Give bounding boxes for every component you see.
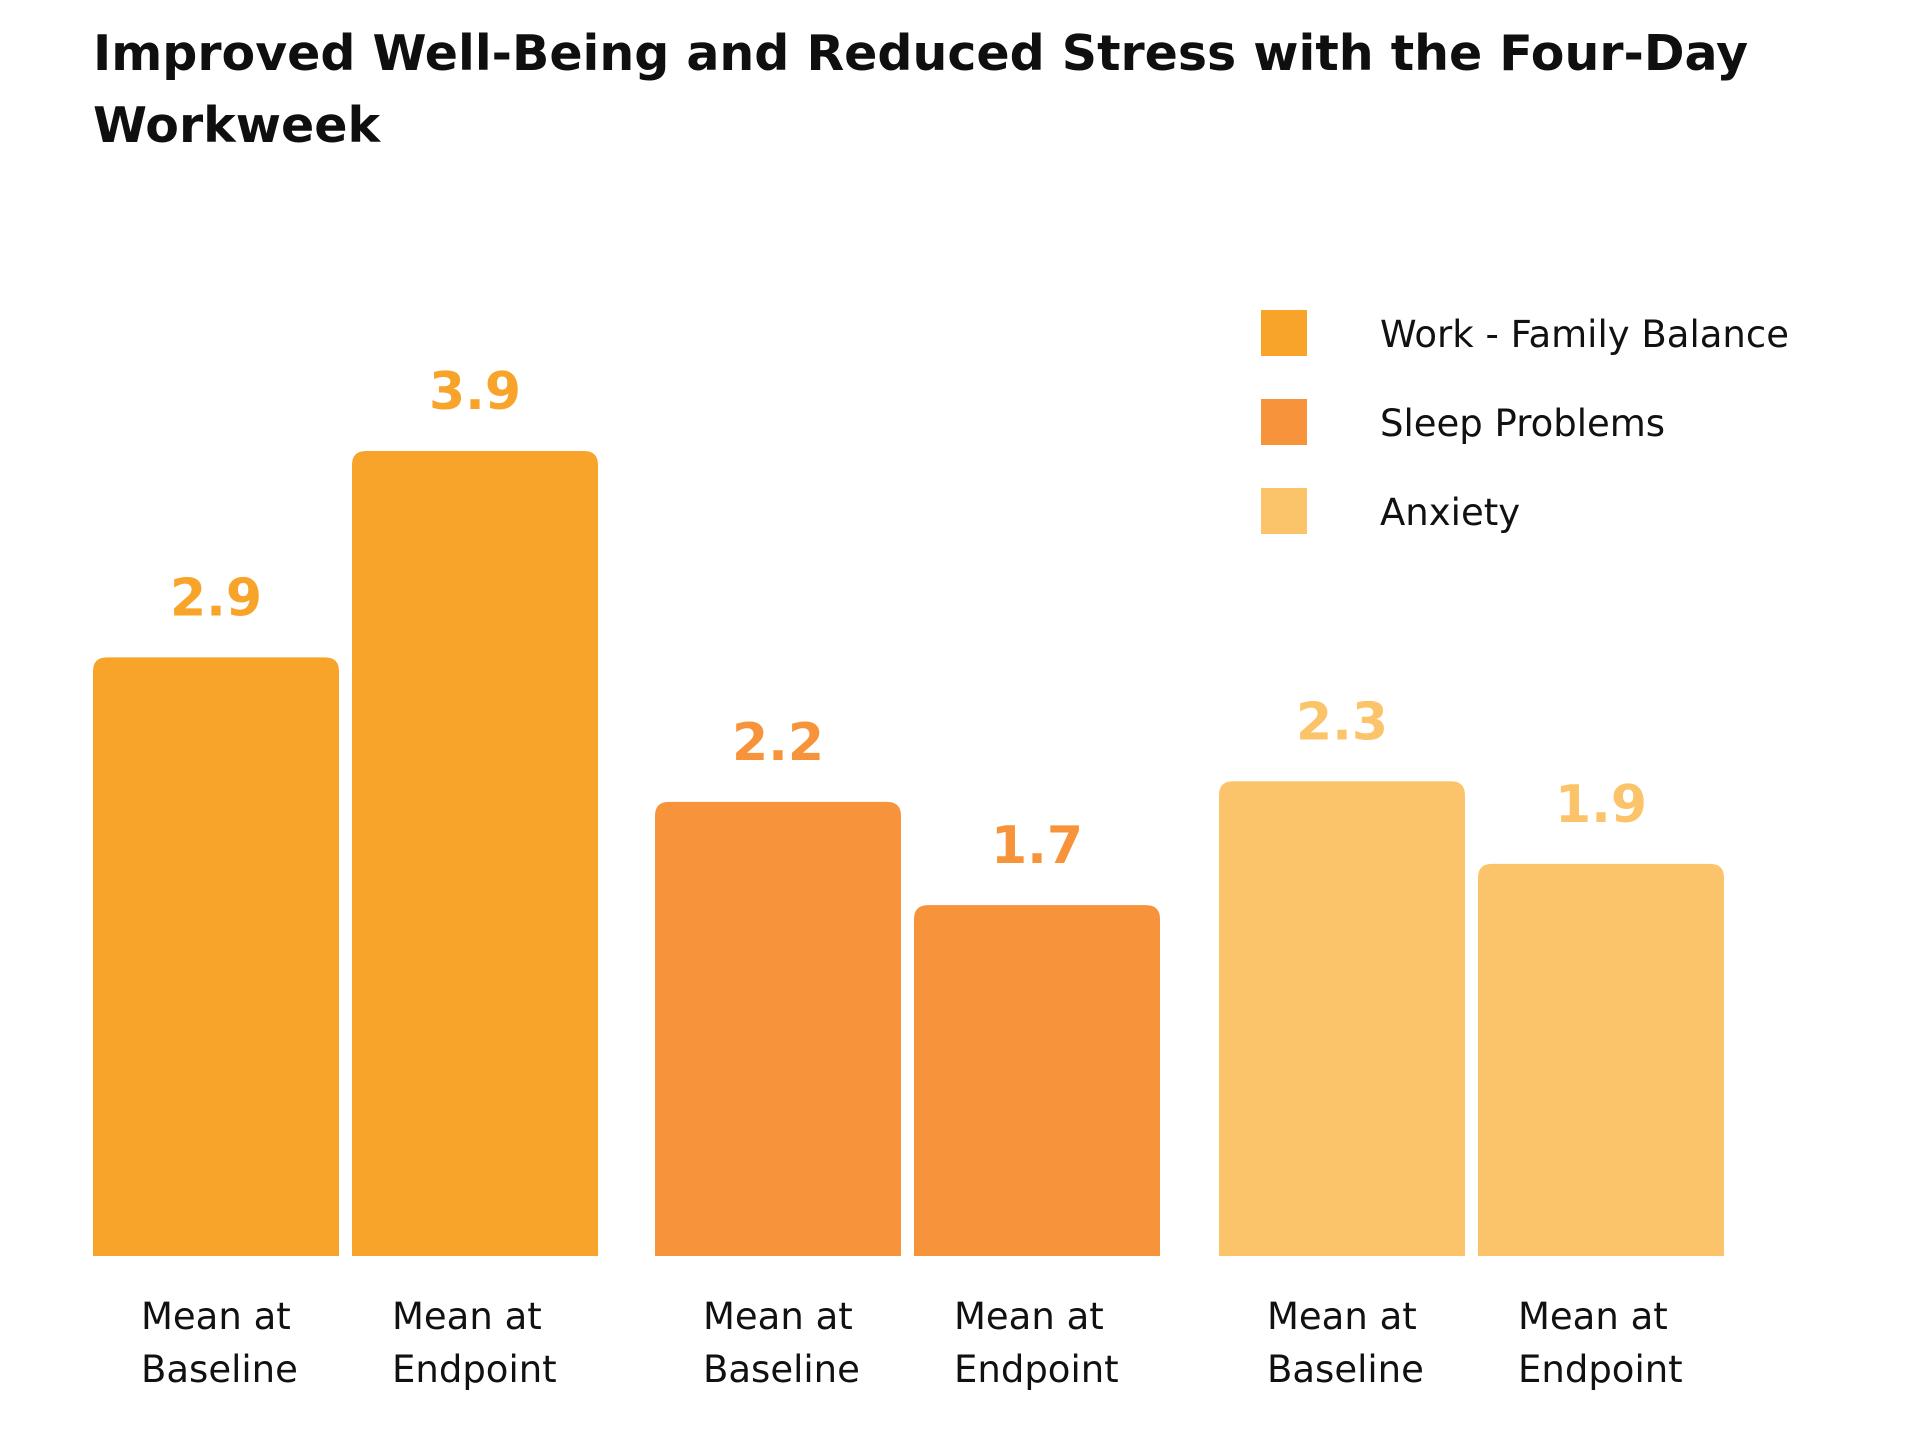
bar-sleep-problems-mean-at-baseline [655,801,901,1256]
x-tick-label-mean-at-baseline: Mean at Baseline [703,1295,860,1391]
legend-swatch-sleep-problems [1261,399,1307,445]
x-tick-label-mean-at-endpoint: Mean at Endpoint [1518,1295,1683,1391]
data-label-sleep-problems-mean-at-baseline: 2.2 [732,713,824,773]
x-tick-label-line: Baseline [703,1348,860,1391]
bar-work-family-balance-mean-at-endpoint [352,451,598,1256]
x-tick-label-line: Mean at [1267,1295,1417,1338]
legend-swatch-work-family-balance [1261,310,1307,356]
bar-work-family-balance-mean-at-baseline [93,657,339,1256]
legend-label-work-family-balance: Work - Family Balance [1380,313,1789,356]
legend-label-anxiety: Anxiety [1380,491,1520,534]
x-tick-label-mean-at-baseline: Mean at Baseline [1267,1295,1424,1391]
data-label-sleep-problems-mean-at-endpoint: 1.7 [991,816,1083,876]
legend: Work - Family Balance Sleep Problems Anxie… [1261,310,1789,534]
x-tick-label-line: Mean at [954,1295,1104,1338]
x-tick-label-mean-at-baseline: Mean at Baseline [141,1295,298,1391]
x-tick-label-line: Mean at [1518,1295,1668,1338]
bar-anxiety-mean-at-baseline [1219,781,1465,1256]
bar-sleep-problems-mean-at-endpoint [914,905,1160,1256]
data-label-anxiety-mean-at-baseline: 2.3 [1296,692,1388,752]
data-label-work-family-balance-mean-at-endpoint: 3.9 [429,362,521,422]
x-tick-label-line: Baseline [1267,1348,1424,1391]
x-tick-label-line: Mean at [141,1295,291,1338]
x-tick-label-mean-at-endpoint: Mean at Endpoint [392,1295,557,1391]
legend-swatch-anxiety [1261,488,1307,534]
data-label-work-family-balance-mean-at-baseline: 2.9 [170,568,262,628]
x-tick-label-line: Mean at [392,1295,542,1338]
labels-layer: 2.9 3.9 2.2 1.7 2.3 1.9 [170,362,1647,876]
bars-layer [93,451,1724,1256]
chart-title: Improved Well-Being and Reduced Stress w… [93,25,1749,154]
x-tick-label-line: Baseline [141,1348,298,1391]
x-tick-label-line: Endpoint [392,1348,557,1391]
x-tick-labels: Mean at Baseline Mean at Endpoint Mean at Bas… [141,1295,1683,1391]
x-tick-label-line: Endpoint [954,1348,1119,1391]
x-tick-label-line: Endpoint [1518,1348,1683,1391]
x-tick-label-line: Mean at [703,1295,853,1338]
bar-anxiety-mean-at-endpoint [1478,863,1724,1256]
legend-label-sleep-problems: Sleep Problems [1380,402,1665,445]
data-label-anxiety-mean-at-endpoint: 1.9 [1555,775,1647,835]
x-tick-label-mean-at-endpoint: Mean at Endpoint [954,1295,1119,1391]
